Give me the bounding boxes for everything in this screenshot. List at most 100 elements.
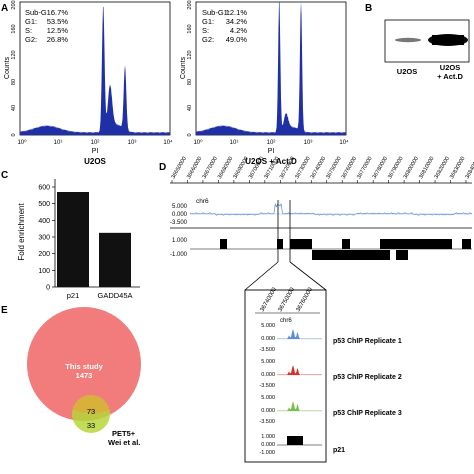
x-axis-label: PI <box>92 148 99 155</box>
gene-tick: -1.000 <box>259 450 275 456</box>
inset-chromosome-label: chr6 <box>280 318 292 324</box>
stat-label: Sub-G1: <box>202 8 230 17</box>
p21-gene-block <box>287 436 303 445</box>
gene-block <box>462 239 471 249</box>
y-tick-label: 200 <box>11 0 17 9</box>
venn-overlap <box>72 395 110 414</box>
bar-p21 <box>57 192 89 287</box>
y-tick-label: 300 <box>38 235 50 242</box>
y-tick-label: 0 <box>187 133 193 136</box>
y-tick-label: 160 <box>187 24 193 33</box>
venn-circle-this-study <box>27 307 141 421</box>
histogram-frame <box>19 1 171 136</box>
track-tick: 0.000 <box>261 372 275 378</box>
y-tick-label: 120 <box>11 50 17 59</box>
venn-big-label: This study <box>65 362 103 371</box>
track-tick: 5.000 <box>261 359 275 365</box>
y-axis-label: Fold enrichment <box>17 203 26 261</box>
x-tick-label: 10⁴ <box>339 139 349 146</box>
x-tick-label: 10¹ <box>54 140 63 146</box>
gene-block <box>312 250 390 260</box>
histogram-area <box>196 2 346 135</box>
genome-browser: 3665000036660000366700003668000036690000… <box>170 156 474 291</box>
y-axis-label: Counts <box>4 56 11 79</box>
stat-label: G2: <box>202 35 214 44</box>
stat-value: 4.2% <box>230 26 247 35</box>
gene-tick: 1.000 <box>172 238 188 244</box>
x-tick-label: GADD45A <box>97 291 132 300</box>
y-tick-label: 120 <box>187 50 193 59</box>
panel-c-letter: C <box>1 170 8 181</box>
fold-enrichment-chart: Fold enrichment 0 100 200 300 400 500 600 p21 GA… <box>17 179 140 300</box>
chromosome-label: chr6 <box>196 198 209 205</box>
panel-d-letter: D <box>159 162 166 173</box>
y-tick-label: 600 <box>38 185 50 192</box>
coordinate-label: 36840000 <box>465 156 474 180</box>
histogram-frame <box>195 1 347 136</box>
x-tick-label: 10¹ <box>230 140 239 146</box>
venn-small-count: 33 <box>87 421 95 430</box>
track-tick: 0.000 <box>261 408 275 414</box>
track-tick: 5.000 <box>261 395 275 401</box>
gene-block <box>380 239 452 249</box>
stat-label: G1: <box>25 17 37 26</box>
venn-small-label: PET5+ <box>112 429 136 438</box>
x-tick-label: 10³ <box>304 140 313 146</box>
zoom-connector <box>289 261 327 291</box>
y-tick-label: 160 <box>11 24 17 33</box>
venn-big-count: 1473 <box>76 371 93 380</box>
x-tick-labels: 10⁰ 10¹ 10² 10³ 10⁴ <box>17 139 173 146</box>
stat-value: 34.2% <box>226 17 248 26</box>
track-tick: 5.000 <box>261 323 275 329</box>
y-axis-label: Counts <box>180 56 187 79</box>
blot-lane-label: U2OS <box>440 63 460 72</box>
stat-value: 12.5% <box>47 26 69 35</box>
panel-b-letter: B <box>365 3 372 14</box>
y-tick-labels: 0 40 80 120 160 200 <box>11 0 17 136</box>
venn-diagram: This study 1473 73 33 PET5+ Wei et al. <box>27 307 141 447</box>
histogram-u2os-actd: Sub-G1: 12.1% G1: 34.2% S: 4.2% G2: 49.0… <box>180 0 349 166</box>
zoom-connector <box>244 261 279 291</box>
y-tick-label: 40 <box>11 105 17 111</box>
gene-block <box>220 239 227 249</box>
stat-value: 53.5% <box>47 17 69 26</box>
panel-e-letter: E <box>1 305 8 316</box>
y-tick-label: 0 <box>46 285 50 292</box>
gene-tick: 1.000 <box>261 434 275 440</box>
histogram-area <box>20 6 170 136</box>
track-label: p53 ChIP Replicate 3 <box>333 410 402 417</box>
track-tick: 0.000 <box>172 212 188 218</box>
stat-label: S: <box>25 26 32 35</box>
venn-overlap-count: 73 <box>87 407 95 416</box>
stat-value: 26.8% <box>47 35 69 44</box>
y-tick-label: 0 <box>11 133 17 136</box>
panel-a-letter: A <box>1 3 8 14</box>
gene-block <box>277 239 283 249</box>
gene-block <box>342 239 350 249</box>
track-label: p53 ChIP Replicate 1 <box>333 338 402 345</box>
track-tick: -3.500 <box>170 220 188 226</box>
x-axis-label: PI <box>268 148 275 155</box>
histogram-u2os: Sub-G1: 6.7% G1: 53.5% S: 12.5% G2: 26.8… <box>4 0 173 166</box>
stat-label: S: <box>202 26 209 35</box>
zoom-inset: 36740000 36750000 36760000 chr6 5.000 0.… <box>244 286 327 463</box>
blot-band-faint <box>395 37 421 43</box>
y-tick-label: 200 <box>38 251 50 258</box>
track-tick: -3.500 <box>259 347 275 353</box>
x-tick-label: 10⁰ <box>193 139 203 146</box>
x-tick-label: 10⁴ <box>163 139 173 146</box>
stat-label: G2: <box>25 35 37 44</box>
y-tick-label: 80 <box>187 79 193 85</box>
gene-tick: -1.000 <box>170 252 188 258</box>
gene-block <box>396 250 408 260</box>
gene-blocks <box>220 239 471 260</box>
coordinate-labels: 3665000036660000366700003668000036690000… <box>171 156 474 183</box>
track-label: p53 ChIP Replicate 2 <box>333 374 402 381</box>
track-tick: -3.500 <box>259 383 275 389</box>
stat-value: 49.0% <box>226 35 248 44</box>
blot-lane-label: + Act.D <box>437 72 463 81</box>
x-tick-label: p21 <box>67 291 80 300</box>
gene-block <box>290 239 312 249</box>
gene-tick: 0.000 <box>261 442 275 448</box>
stat-label: G1: <box>202 17 214 26</box>
